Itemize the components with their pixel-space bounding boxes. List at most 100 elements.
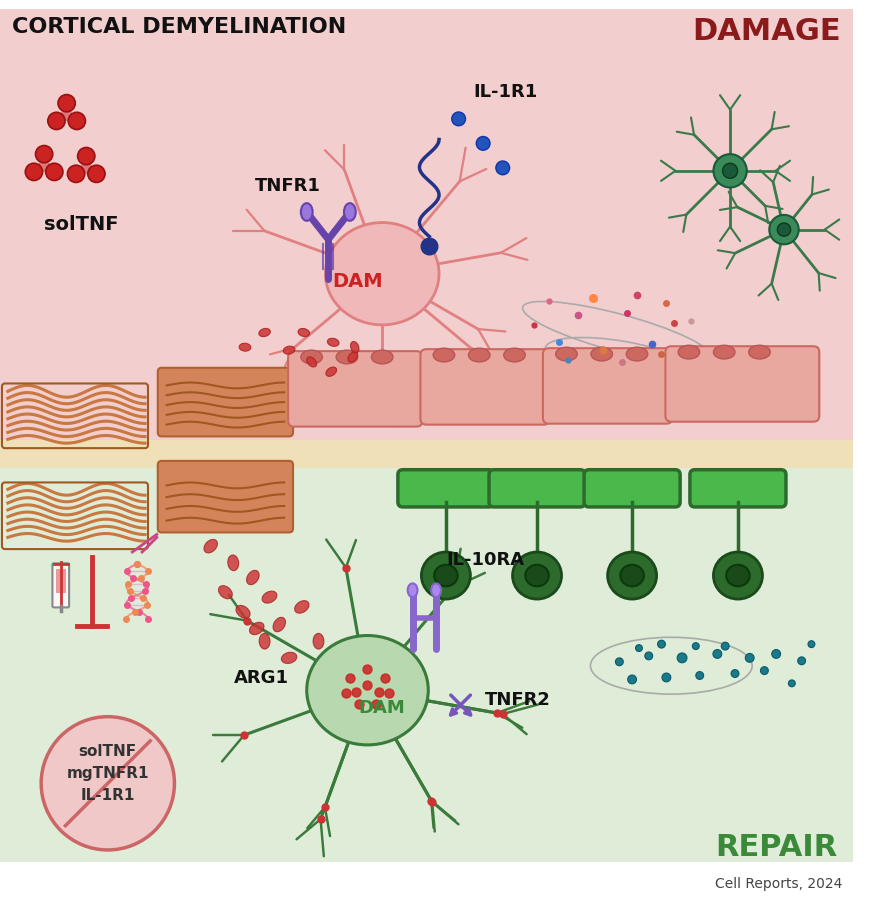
Text: REPAIR: REPAIR bbox=[715, 833, 837, 862]
FancyBboxPatch shape bbox=[157, 461, 293, 532]
Circle shape bbox=[657, 640, 665, 648]
Ellipse shape bbox=[726, 565, 749, 587]
Circle shape bbox=[451, 112, 465, 126]
Circle shape bbox=[614, 658, 622, 666]
Circle shape bbox=[495, 161, 509, 175]
Bar bbox=[0, 440, 852, 467]
Circle shape bbox=[713, 154, 746, 188]
Ellipse shape bbox=[226, 557, 240, 569]
Text: CORTICAL DEMYELINATION: CORTICAL DEMYELINATION bbox=[12, 17, 346, 37]
Polygon shape bbox=[76, 156, 96, 174]
Circle shape bbox=[777, 223, 790, 236]
FancyBboxPatch shape bbox=[420, 349, 549, 425]
Circle shape bbox=[676, 653, 687, 663]
Ellipse shape bbox=[555, 347, 576, 361]
Ellipse shape bbox=[512, 552, 561, 599]
Ellipse shape bbox=[298, 328, 309, 337]
Ellipse shape bbox=[431, 583, 441, 597]
Ellipse shape bbox=[250, 621, 263, 635]
Ellipse shape bbox=[325, 222, 439, 325]
Circle shape bbox=[634, 645, 641, 651]
FancyBboxPatch shape bbox=[665, 346, 819, 422]
Circle shape bbox=[36, 146, 53, 163]
Circle shape bbox=[797, 657, 805, 665]
Ellipse shape bbox=[258, 634, 271, 648]
Text: DAM: DAM bbox=[358, 699, 405, 717]
Ellipse shape bbox=[327, 366, 335, 377]
Bar bbox=[0, 9, 852, 450]
FancyBboxPatch shape bbox=[56, 568, 65, 593]
Text: TNFR1: TNFR1 bbox=[255, 177, 321, 195]
Ellipse shape bbox=[274, 617, 284, 632]
Bar bbox=[0, 450, 852, 862]
Circle shape bbox=[692, 642, 699, 650]
Ellipse shape bbox=[421, 552, 470, 599]
Circle shape bbox=[67, 165, 84, 182]
Ellipse shape bbox=[285, 344, 293, 356]
Circle shape bbox=[771, 650, 779, 659]
Circle shape bbox=[712, 650, 721, 659]
Circle shape bbox=[45, 163, 63, 180]
Circle shape bbox=[720, 642, 728, 650]
Ellipse shape bbox=[503, 348, 525, 362]
Ellipse shape bbox=[301, 203, 312, 220]
Ellipse shape bbox=[620, 565, 643, 587]
Ellipse shape bbox=[307, 356, 315, 367]
Ellipse shape bbox=[626, 347, 647, 361]
Polygon shape bbox=[34, 154, 54, 172]
Circle shape bbox=[722, 163, 737, 179]
FancyBboxPatch shape bbox=[52, 563, 69, 608]
Ellipse shape bbox=[282, 651, 295, 665]
Ellipse shape bbox=[301, 350, 322, 363]
Text: ARG1: ARG1 bbox=[234, 670, 289, 688]
Ellipse shape bbox=[259, 328, 269, 337]
Ellipse shape bbox=[220, 585, 230, 600]
Circle shape bbox=[68, 112, 85, 129]
Text: TNFR2: TNFR2 bbox=[485, 691, 550, 709]
Text: IL-1R1: IL-1R1 bbox=[473, 83, 537, 101]
Ellipse shape bbox=[350, 342, 358, 353]
Ellipse shape bbox=[434, 565, 457, 587]
Circle shape bbox=[730, 670, 738, 678]
Circle shape bbox=[745, 653, 753, 662]
Ellipse shape bbox=[204, 539, 217, 553]
Bar bbox=[0, 862, 852, 902]
Text: solTNF: solTNF bbox=[44, 215, 118, 234]
Ellipse shape bbox=[239, 343, 250, 352]
Ellipse shape bbox=[307, 636, 428, 745]
Ellipse shape bbox=[468, 348, 489, 362]
Circle shape bbox=[77, 148, 95, 165]
Ellipse shape bbox=[433, 348, 454, 362]
Ellipse shape bbox=[262, 591, 277, 603]
Ellipse shape bbox=[327, 338, 339, 346]
Text: solTNF
mgTNFR1
IL-1R1: solTNF mgTNFR1 IL-1R1 bbox=[66, 743, 149, 804]
Circle shape bbox=[644, 652, 652, 660]
FancyBboxPatch shape bbox=[542, 348, 672, 424]
Text: IL-10RA: IL-10RA bbox=[446, 550, 523, 568]
Polygon shape bbox=[56, 103, 76, 121]
FancyBboxPatch shape bbox=[488, 470, 584, 507]
Ellipse shape bbox=[713, 552, 761, 599]
FancyBboxPatch shape bbox=[397, 470, 494, 507]
Ellipse shape bbox=[310, 636, 326, 647]
FancyBboxPatch shape bbox=[157, 368, 293, 436]
Text: DAM: DAM bbox=[332, 272, 382, 291]
Text: Cell Reports, 2024: Cell Reports, 2024 bbox=[714, 877, 842, 891]
FancyBboxPatch shape bbox=[288, 351, 421, 426]
Ellipse shape bbox=[748, 345, 769, 359]
Circle shape bbox=[695, 671, 703, 680]
FancyBboxPatch shape bbox=[689, 470, 785, 507]
Ellipse shape bbox=[590, 347, 612, 361]
Ellipse shape bbox=[677, 345, 699, 359]
FancyBboxPatch shape bbox=[583, 470, 680, 507]
Ellipse shape bbox=[348, 352, 357, 363]
Circle shape bbox=[58, 95, 76, 112]
Circle shape bbox=[41, 717, 175, 850]
Ellipse shape bbox=[713, 345, 734, 359]
Circle shape bbox=[807, 640, 814, 648]
Circle shape bbox=[768, 215, 798, 244]
Ellipse shape bbox=[235, 606, 250, 618]
Text: DAMAGE: DAMAGE bbox=[692, 17, 839, 46]
Circle shape bbox=[787, 680, 794, 687]
Circle shape bbox=[627, 675, 636, 684]
